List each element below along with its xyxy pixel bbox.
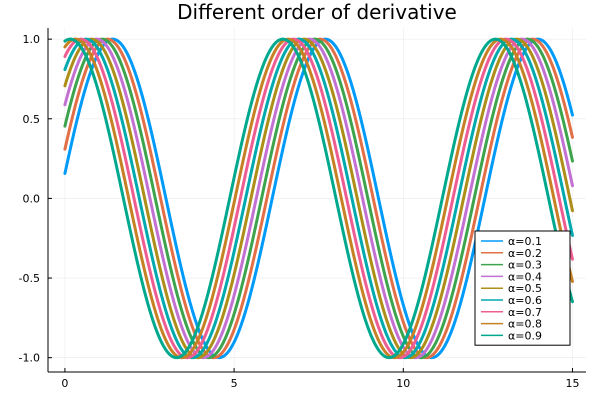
y-tick-label: 1.0	[23, 33, 41, 46]
x-tick-label: 5	[231, 377, 238, 390]
chart-title: Different order of derivative	[177, 0, 457, 24]
y-tick-label: -1.0	[19, 352, 40, 365]
series-line-7	[63, 37, 574, 360]
legend-label: α=0.1	[508, 235, 542, 248]
plot-area	[63, 37, 574, 360]
legend-label: α=0.9	[508, 329, 542, 342]
legend-label: α=0.8	[508, 318, 542, 331]
legend-label: α=0.4	[508, 270, 542, 283]
legend-label: α=0.6	[508, 294, 542, 307]
legend-label: α=0.5	[508, 282, 542, 295]
series-line-4	[63, 37, 574, 360]
series-line-9	[63, 37, 574, 360]
series-line-1	[63, 37, 574, 360]
series-line-8	[63, 37, 574, 360]
x-tick-label: 10	[396, 377, 410, 390]
legend-label: α=0.3	[508, 259, 542, 272]
legend-label: α=0.7	[508, 306, 542, 319]
legend-label: α=0.2	[508, 247, 542, 260]
y-tick-label: 0.0	[23, 192, 41, 205]
x-tick-label: 15	[565, 377, 579, 390]
series-line-6	[63, 37, 574, 360]
axes: 0 5 10 15 -1.0 -0.5 0.0 0.5 1.0	[19, 28, 586, 390]
y-tick-label: -0.5	[19, 272, 40, 285]
x-tick-label: 0	[61, 377, 68, 390]
legend: α=0.1α=0.2α=0.3α=0.4α=0.5α=0.6α=0.7α=0.8…	[474, 230, 571, 346]
series-line-5	[63, 37, 574, 360]
series-line-3	[63, 37, 574, 360]
y-tick-label: 0.5	[23, 113, 41, 126]
